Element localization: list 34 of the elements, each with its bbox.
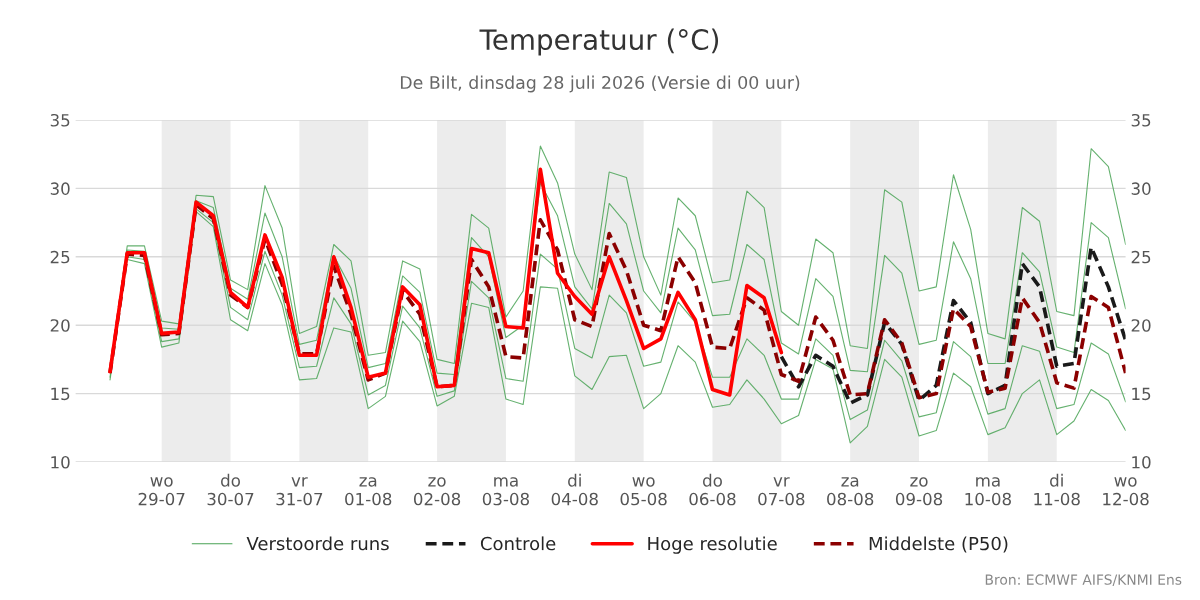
legend-label: Hoge resolutie xyxy=(648,536,777,554)
x-tick-label: wo 29-07 xyxy=(138,477,185,506)
y-tick-label: 30 xyxy=(50,182,70,195)
y-tick-label: 25 xyxy=(50,250,70,264)
x-tick-label: za 01-08 xyxy=(345,477,392,506)
x-tick-label: di 11-08 xyxy=(1034,473,1080,506)
x-tick-label: di 04-08 xyxy=(551,473,598,506)
y-tick-label: 10 xyxy=(51,455,70,469)
legend-label: Middelste (P50) xyxy=(869,536,1008,553)
x-tick-label: wo 05-08 xyxy=(620,477,667,506)
x-tick-label: do 06-08 xyxy=(689,473,736,506)
x-tick-label: ma 03-08 xyxy=(482,477,529,506)
x-tick-label: ma 10-08 xyxy=(965,477,1011,506)
text: Bron: ECMWF AIFS/KNMI Ens xyxy=(985,574,1182,586)
y2-tick-label: 10 xyxy=(1132,455,1151,469)
y2-tick-label: 35 xyxy=(1131,113,1151,127)
x-tick-label: wo 12-08 xyxy=(1103,477,1149,506)
y2-tick-label: 20 xyxy=(1131,319,1151,332)
legend-label: Controle xyxy=(480,536,556,551)
x-tick-label: vr 31-07 xyxy=(276,477,323,506)
y-tick-label: 35 xyxy=(50,113,70,127)
x-tick-label: zo 02-08 xyxy=(413,477,461,506)
x-tick-label: do 30-07 xyxy=(207,473,254,506)
y-tick-label: 15 xyxy=(51,387,70,401)
legend-label: Verstoorde runs xyxy=(246,536,389,551)
y-tick-label: 20 xyxy=(50,319,70,332)
y2-tick-label: 15 xyxy=(1132,387,1151,401)
y2-tick-label: 25 xyxy=(1131,250,1151,264)
x-tick-label: za 08-08 xyxy=(827,477,874,506)
x-tick-label: vr 07-08 xyxy=(758,477,805,506)
chart-subtitle: De Bilt, dinsdag 28 juli 2026 (Versie di 00 uur) xyxy=(400,75,800,93)
chart-title: Temperatuur (°C) xyxy=(479,28,719,56)
x-tick-label: zo 09-08 xyxy=(895,477,943,506)
y2-tick-label: 30 xyxy=(1131,182,1151,195)
